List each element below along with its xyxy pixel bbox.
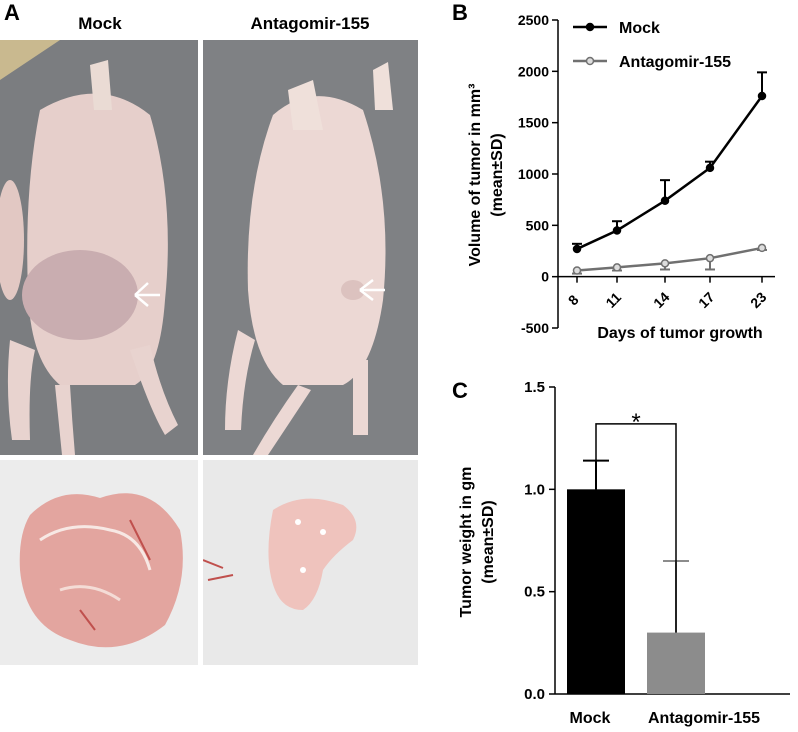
y-tick-label: 1.5 xyxy=(524,379,545,396)
data-point xyxy=(612,263,622,272)
data-point xyxy=(572,266,582,275)
x-tick-label: 11 xyxy=(602,289,624,311)
y-tick-label: 2500 xyxy=(518,12,549,28)
bar-mock xyxy=(567,489,625,694)
mock-tumor-image xyxy=(0,460,198,665)
antagomir-mouse-image xyxy=(203,40,418,455)
legend-label: Mock xyxy=(619,20,660,37)
y-tick-label: 1000 xyxy=(518,166,549,182)
data-point xyxy=(757,243,767,253)
panel-c-letter: C xyxy=(452,378,468,403)
y-tick-label: 500 xyxy=(526,217,550,233)
data-point xyxy=(612,226,622,235)
antagomir-mouse-photo xyxy=(203,40,418,455)
series-line-mock xyxy=(576,95,764,251)
legend-label: Antagomir-155 xyxy=(619,54,731,71)
legend-marker xyxy=(585,22,595,32)
x-tick-label: 14 xyxy=(650,289,672,311)
y-tick-label: 0.5 xyxy=(524,584,545,601)
x-axis-label: Days of tumor growth xyxy=(597,325,762,342)
x-tick-label: 17 xyxy=(695,289,717,311)
data-point xyxy=(660,196,670,205)
y-axis-label-line1: Tumor weight in gm xyxy=(458,467,475,618)
antagomir-photo-label: Antagomir-155 xyxy=(250,14,370,33)
panel-a-letter: A xyxy=(4,0,20,25)
y-tick-label: 0.0 xyxy=(524,686,545,703)
x-category-label: Antagomir-155 xyxy=(648,710,760,727)
x-tick-label: 8 xyxy=(565,291,582,308)
x-tick-label: 23 xyxy=(747,289,769,311)
y-tick-label: 1.0 xyxy=(524,481,545,498)
panel-b-letter: B xyxy=(452,0,468,25)
data-point xyxy=(705,253,715,263)
y-axis-label-line2: (mean±SD) xyxy=(489,133,506,216)
mock-mouse-image xyxy=(0,40,198,455)
y-axis-label-line2: (mean±SD) xyxy=(480,500,497,583)
y-axis-label-line1: Volume of tumor in mm³ xyxy=(467,84,484,267)
y-tick-label: 0 xyxy=(541,269,549,285)
significance-star: * xyxy=(631,409,640,436)
x-category-label: Mock xyxy=(570,710,611,727)
y-tick-label: -500 xyxy=(521,320,549,336)
weight-bar-chart: 0.0 0.5 1.0 1.5 Tumor weight in gm (mean±SD) M… xyxy=(458,379,790,727)
mock-photo-label: Mock xyxy=(78,14,122,33)
antagomir-tumor-photo xyxy=(203,460,418,665)
legend-marker xyxy=(585,56,595,66)
mock-tumor-photo xyxy=(0,460,198,665)
series-line-antagomir xyxy=(576,246,763,272)
bar-antagomir xyxy=(647,632,705,694)
data-point xyxy=(660,259,670,268)
y-tick-label: 2000 xyxy=(518,63,549,79)
data-point xyxy=(572,244,582,254)
volume-line-chart: -500 0 500 1000 1500 2000 2500 8 11 14 17 23 Days of… xyxy=(467,12,775,342)
antagomir-tumor-image xyxy=(203,460,418,665)
data-point xyxy=(757,91,767,101)
y-tick-label: 1500 xyxy=(518,115,549,131)
data-point xyxy=(705,163,715,173)
mock-mouse-photo xyxy=(0,40,198,455)
significance-bracket xyxy=(595,423,677,633)
